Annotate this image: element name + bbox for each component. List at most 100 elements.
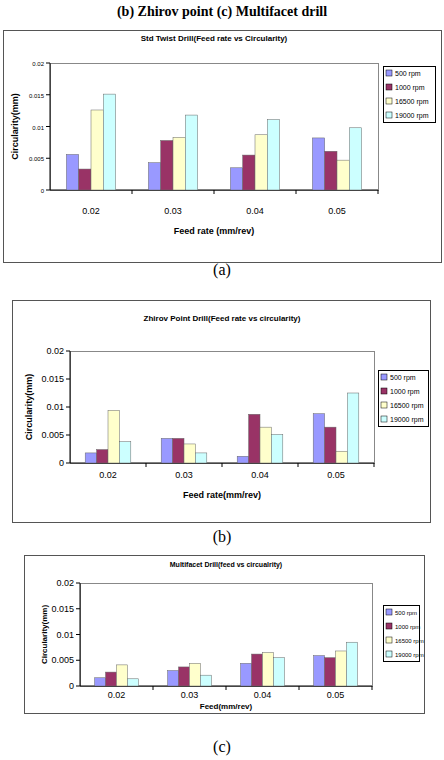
x-tick <box>132 190 133 194</box>
y-axis-label: Circularity(mm) <box>24 374 34 441</box>
legend-swatch <box>386 98 392 104</box>
bar <box>260 427 271 463</box>
bar <box>184 444 195 463</box>
x-tick <box>298 463 299 467</box>
y-tick <box>46 158 50 159</box>
bar <box>349 128 361 190</box>
legend: 500 rpm1000 rpm16500 rpm19000 rpm <box>384 67 436 123</box>
legend-label: 1000 rpm <box>395 84 425 92</box>
x-tick <box>214 190 215 194</box>
x-tick <box>299 686 300 690</box>
y-tick-label: 0.015 <box>41 374 64 384</box>
x-tick <box>146 463 147 467</box>
y-tick <box>76 660 80 661</box>
y-tick-label: 0 <box>59 458 64 468</box>
x-tick-label: 0.02 <box>99 470 117 480</box>
bar <box>325 151 337 190</box>
legend-swatch <box>386 651 392 657</box>
legend-frame <box>379 371 429 427</box>
bar <box>185 115 197 190</box>
bars <box>95 642 358 686</box>
bar <box>161 438 172 463</box>
x-tick-label: 0.05 <box>327 470 345 480</box>
y-tick <box>66 351 70 352</box>
caption: (c) <box>213 738 231 756</box>
bar <box>273 658 284 686</box>
bar <box>337 160 349 190</box>
chart: Zhirov Point Drill(Feed rate vs circular… <box>13 301 431 523</box>
bar <box>91 110 103 190</box>
chart-title: Multifacet Drill(feed vs circualrity) <box>170 561 282 569</box>
x-tick-label: 0.03 <box>181 690 199 700</box>
y-axis <box>70 351 71 463</box>
legend-swatch <box>381 374 387 380</box>
bar <box>336 651 347 686</box>
bar <box>85 453 96 463</box>
bar <box>271 434 282 463</box>
y-tick <box>66 435 70 436</box>
bar <box>347 393 358 463</box>
bar <box>190 663 201 686</box>
bar <box>267 120 279 190</box>
legend-swatch <box>386 623 392 629</box>
y-tick <box>46 190 50 191</box>
x-tick <box>222 463 223 467</box>
plot-area <box>81 584 373 687</box>
bar <box>314 656 325 686</box>
y-tick <box>46 94 50 95</box>
plot-area <box>51 64 379 191</box>
y-tick-label: 0.015 <box>51 604 74 614</box>
legend-swatch <box>381 402 387 408</box>
legend-swatch <box>381 388 387 394</box>
chart-frame <box>25 556 425 714</box>
y-tick-label: 0.02 <box>56 578 74 588</box>
x-tick <box>153 686 154 690</box>
legend-swatch <box>386 84 392 90</box>
bar <box>173 137 185 190</box>
bar <box>161 140 173 190</box>
y-tick-label: 0.02 <box>32 61 44 67</box>
legend-swatch <box>386 637 392 643</box>
bars <box>85 393 359 463</box>
chart-frame <box>4 31 442 263</box>
x-tick-label: 0.02 <box>108 690 126 700</box>
heading: (b) Zhirov point (c) Multifacet drill <box>117 4 327 20</box>
legend: 500 rpm1000 rpm16500 rpm19000 rpm <box>384 606 424 662</box>
caption: (b) <box>213 528 232 546</box>
legend-swatch <box>381 416 387 422</box>
x-axis-label: Feed(mm/rev) <box>200 702 253 711</box>
y-tick-label: 0.005 <box>41 430 64 440</box>
x-tick <box>372 686 373 690</box>
y-axis <box>80 583 81 686</box>
bars <box>66 94 361 190</box>
x-tick <box>374 463 375 467</box>
x-tick-label: 0.04 <box>251 470 269 480</box>
y-tick <box>76 608 80 609</box>
legend-label: 19000 rpm <box>395 652 424 658</box>
bar <box>97 450 108 463</box>
bar <box>325 658 336 686</box>
legend-label: 19000 rpm <box>390 416 424 424</box>
bar <box>79 169 91 190</box>
bar <box>230 168 242 190</box>
bar <box>237 456 248 463</box>
bar <box>252 654 263 686</box>
bar <box>66 154 78 190</box>
x-axis-label: Feed rate (mm/rev) <box>174 226 255 236</box>
legend-frame <box>384 67 436 123</box>
y-tick <box>76 686 80 687</box>
y-tick-label: 0.015 <box>29 93 45 99</box>
y-tick <box>46 126 50 127</box>
bar <box>336 451 347 463</box>
legend-label: 1000 rpm <box>395 624 420 630</box>
x-axis-label: Feed rate(mm/rev) <box>183 490 261 500</box>
bar <box>117 665 128 686</box>
legend-swatch <box>386 609 392 615</box>
y-tick-label: 0.01 <box>46 402 64 412</box>
bar <box>108 410 119 463</box>
y-tick-label: 0 <box>69 681 74 691</box>
legend-label: 16500 rpm <box>390 402 424 410</box>
y-tick <box>66 463 70 464</box>
caption: (a) <box>213 261 231 279</box>
y-axis-label: Circularity(mm) <box>10 93 20 160</box>
